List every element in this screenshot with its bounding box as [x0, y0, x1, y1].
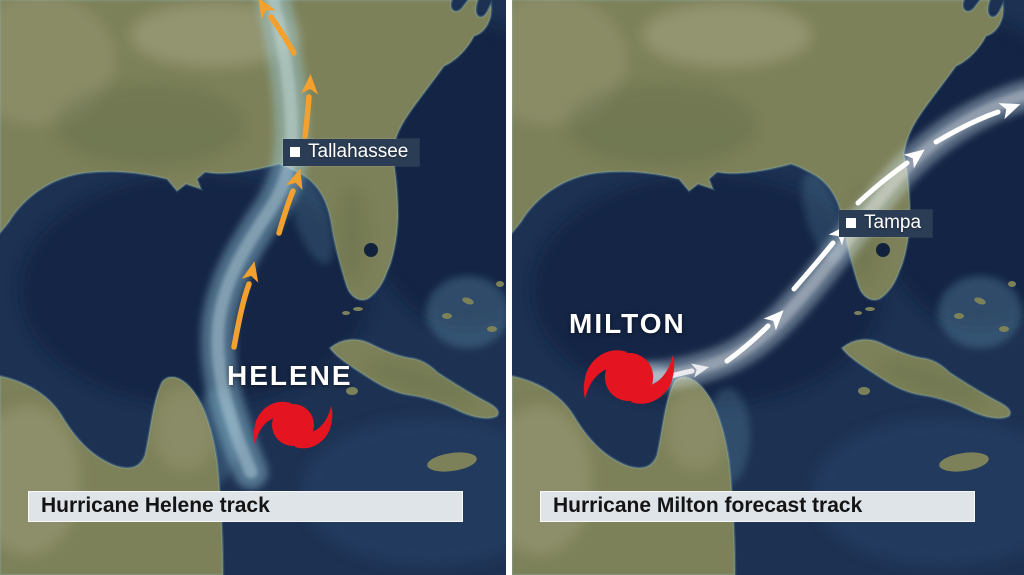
storm-label-milton: MILTON: [569, 308, 686, 339]
caption-helene: Hurricane Helene track: [28, 491, 463, 522]
city-marker-icon: [290, 147, 300, 157]
panel-helene: HELENE Tallahassee Hurricane Helene trac…: [0, 0, 506, 575]
storm-label-helene: HELENE: [227, 360, 353, 391]
city-name: Tallahassee: [308, 141, 409, 162]
helene-track-arrows: [231, 0, 320, 350]
city-name: Tampa: [864, 212, 922, 233]
map-milton: [512, 0, 1024, 575]
city-label-tallahassee: Tallahassee: [283, 139, 420, 166]
panel-milton: MILTON Tampa Hurricane Milton forecast t…: [512, 0, 1024, 575]
helene-track-band: [200, 0, 309, 489]
map-helene: [0, 0, 506, 575]
city-label-tampa: Tampa: [839, 210, 933, 237]
caption-milton: Hurricane Milton forecast track: [540, 491, 975, 522]
city-marker-icon: [846, 218, 856, 228]
panel-divider: [506, 0, 512, 575]
